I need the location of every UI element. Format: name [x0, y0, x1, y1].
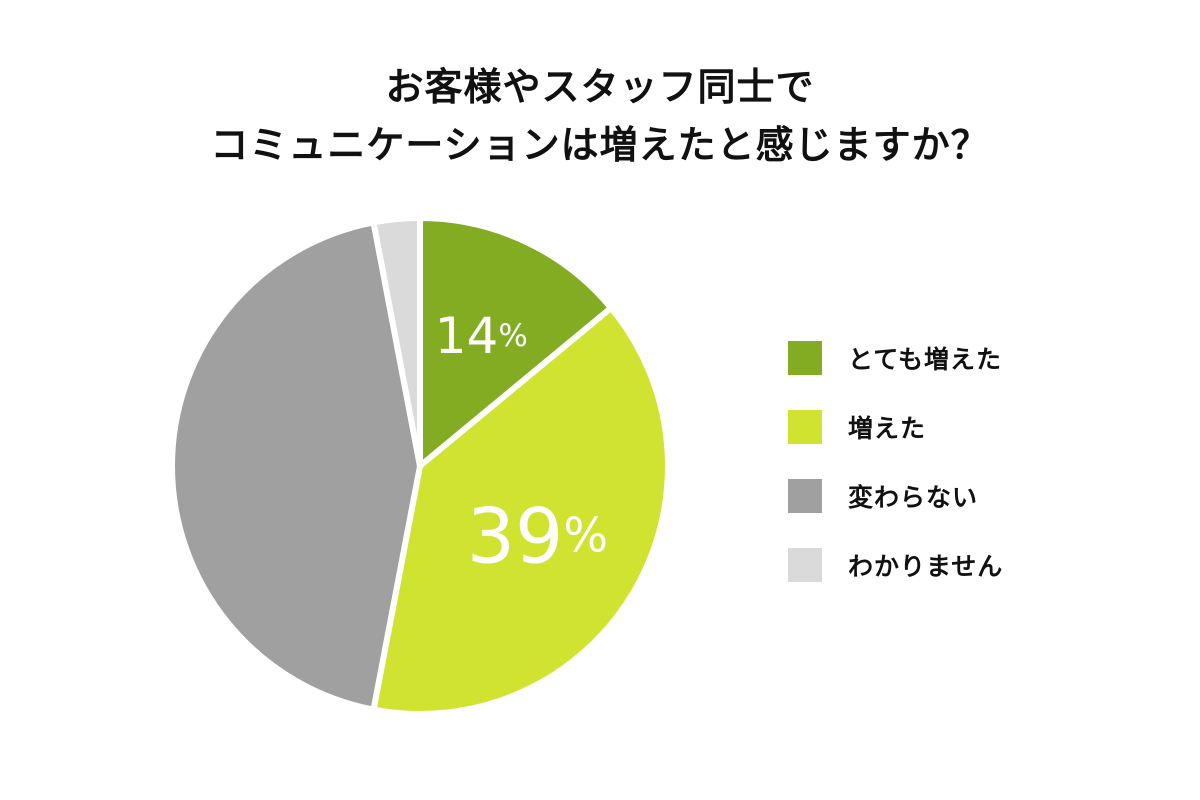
- legend-label: とても増えた: [848, 345, 1003, 374]
- pie-slice-4: [370, 214, 423, 467]
- pie-slice-3: [169, 218, 424, 714]
- legend-swatch: [788, 548, 822, 582]
- pie-slice-1-value-label: 14%: [435, 307, 528, 365]
- legend: とても増えた 増えた 変わらない わかりません: [788, 340, 1168, 616]
- legend-label: わかりません: [848, 552, 1004, 581]
- legend-item-fueta: 増えた: [788, 409, 1168, 445]
- pie-slice-2-value-label: 39%: [467, 491, 608, 580]
- pie-slice-2: [370, 303, 671, 717]
- legend-item-wakarimasen: わかりません: [788, 547, 1168, 583]
- legend-item-kawaranai: 変わらない: [788, 478, 1168, 514]
- title-line-2: コミュニケーションは増えたと感じますか？: [210, 123, 990, 167]
- legend-swatch: [788, 479, 822, 513]
- chart-title: お客様やスタッフ同士で コミュニケーションは増えたと感じますか？: [0, 58, 1200, 174]
- legend-swatch: [788, 341, 822, 375]
- legend-label: 増えた: [848, 414, 927, 443]
- legend-item-totemo-fueta: とても増えた: [788, 340, 1168, 376]
- legend-swatch: [788, 410, 822, 444]
- pie-slice-1: [417, 214, 616, 473]
- legend-label: 変わらない: [848, 483, 979, 512]
- title-line-1: お客様やスタッフ同士で: [385, 65, 815, 109]
